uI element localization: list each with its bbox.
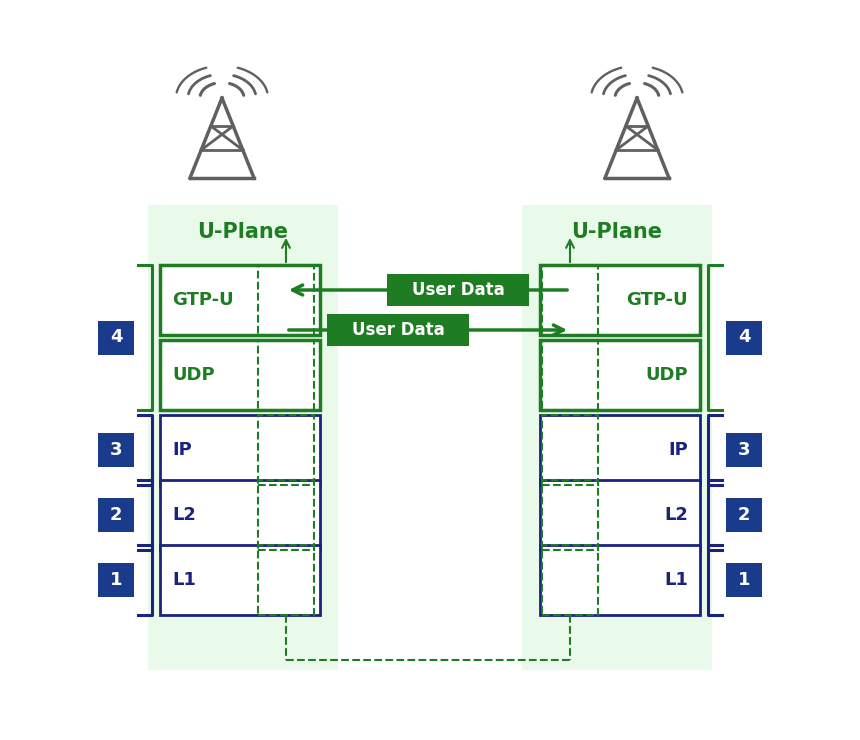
Bar [160,265,320,335]
Text: 2: 2 [110,506,122,524]
Bar [540,415,700,485]
Bar [542,340,598,410]
Bar [540,545,700,615]
Bar [522,205,712,670]
Text: GTP-U: GTP-U [172,291,234,309]
Text: 4: 4 [110,329,122,346]
Text: U-Plane: U-Plane [198,222,288,242]
Bar [160,415,320,485]
Bar [542,545,598,615]
FancyBboxPatch shape [98,498,134,532]
FancyBboxPatch shape [726,498,762,532]
Text: 1: 1 [110,571,122,589]
Text: 3: 3 [110,441,122,459]
Text: GTP-U: GTP-U [626,291,688,309]
Bar [258,480,314,550]
Bar [542,415,598,485]
Text: UDP: UDP [645,366,688,384]
Bar [258,340,314,410]
Text: User Data: User Data [412,281,504,299]
Text: L1: L1 [664,571,688,589]
FancyBboxPatch shape [327,314,469,346]
Text: 4: 4 [738,329,750,346]
Text: 2: 2 [738,506,750,524]
FancyBboxPatch shape [726,320,762,354]
Text: L2: L2 [172,506,196,524]
Bar [542,480,598,550]
Bar [542,265,598,335]
Text: IP: IP [668,441,688,459]
FancyBboxPatch shape [726,563,762,597]
Bar [540,480,700,550]
Text: L1: L1 [172,571,196,589]
Text: UDP: UDP [172,366,215,384]
FancyBboxPatch shape [726,433,762,467]
Bar [540,265,700,335]
Bar [258,545,314,615]
FancyBboxPatch shape [98,320,134,354]
Bar [258,265,314,335]
FancyBboxPatch shape [98,563,134,597]
Bar [160,480,320,550]
Text: IP: IP [172,441,192,459]
Text: 1: 1 [738,571,750,589]
FancyBboxPatch shape [98,433,134,467]
Bar [160,340,320,410]
Bar [540,340,700,410]
Text: 3: 3 [738,441,750,459]
Bar [160,545,320,615]
Bar [148,205,338,670]
Text: U-Plane: U-Plane [572,222,662,242]
FancyBboxPatch shape [387,274,529,306]
Text: User Data: User Data [352,321,445,339]
Text: L2: L2 [664,506,688,524]
Bar [258,415,314,485]
